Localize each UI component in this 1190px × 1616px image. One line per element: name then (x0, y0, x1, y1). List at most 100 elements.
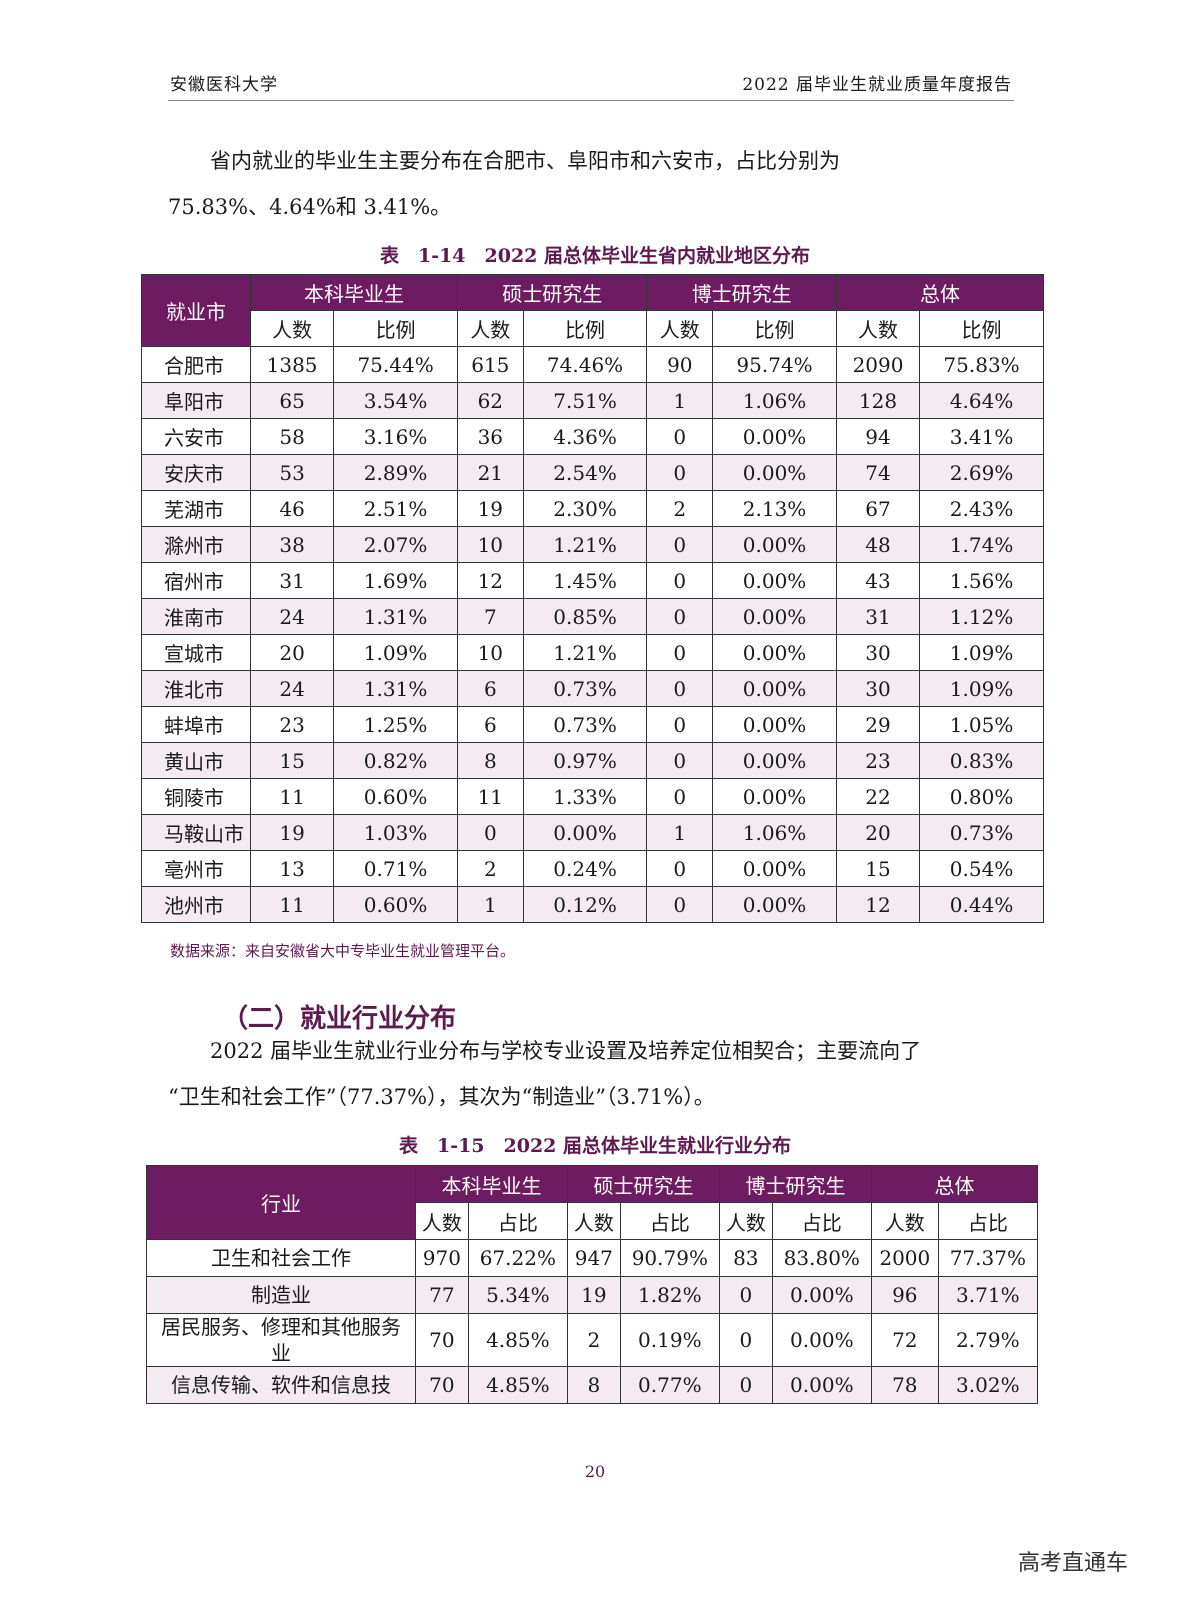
table-cell: 1.05% (919, 706, 1044, 743)
table-cell: 1.74% (919, 526, 1044, 563)
table-cell: 1.12% (919, 598, 1044, 635)
table-cell: 3.16% (333, 418, 458, 455)
table-cell: 0.00% (712, 886, 837, 923)
table-cell: 0.60% (333, 778, 458, 815)
table-cell: 1.06% (712, 382, 837, 419)
table-cell: 15 (249, 742, 335, 779)
table-cell: 29 (835, 706, 921, 743)
table-row: 安庆市 53 2.89% 21 2.54% 0 0.00% 74 2.69% (141, 454, 1044, 491)
row-label: 制造业 (146, 1276, 416, 1314)
table-cell: 0 (646, 562, 714, 599)
table-cell: 1 (456, 886, 524, 923)
table-cell: 1.31% (333, 670, 458, 707)
table-cell: 0.77% (619, 1366, 720, 1404)
table-cell: 0 (718, 1366, 773, 1404)
table-cell: 11 (249, 886, 335, 923)
table-cell: 0.00% (712, 418, 837, 455)
row-label: 六安市 (141, 418, 251, 455)
table-cell: 30 (835, 634, 921, 671)
table-cell: 0 (718, 1313, 773, 1367)
table-cell: 2 (646, 490, 714, 527)
table-cell: 62 (456, 382, 524, 419)
table-row: 淮南市 24 1.31% 7 0.85% 0 0.00% 31 1.12% (141, 598, 1044, 635)
group-header: 总体 (870, 1165, 1039, 1203)
table-cell: 1.31% (333, 598, 458, 635)
paragraph-line: 75.83%、4.64%和 3.41%。 (168, 195, 452, 219)
table-cell: 2.69% (919, 454, 1044, 491)
table-cell: 0 (646, 670, 714, 707)
row-label: 信息传输、软件和信息技 (146, 1366, 416, 1404)
table-cell: 2 (456, 850, 524, 887)
table-cell: 12 (835, 886, 921, 923)
sub-header: 比例 (919, 310, 1044, 347)
row-label: 芜湖市 (141, 490, 251, 527)
table-cell: 615 (456, 346, 524, 383)
table-cell: 5.34% (467, 1276, 568, 1314)
table-row: 淮北市 24 1.31% 6 0.73% 0 0.00% 30 1.09% (141, 670, 1044, 707)
table-row: 制造业 77 5.34% 19 1.82% 0 0.00% 96 3.71% (146, 1276, 1039, 1314)
table-cell: 77.37% (937, 1239, 1039, 1277)
sub-header: 人数 (249, 310, 335, 347)
row-label: 淮北市 (141, 670, 251, 707)
table-cell: 1 (646, 814, 714, 851)
table-row: 宣城市 20 1.09% 10 1.21% 0 0.00% 30 1.09% (141, 634, 1044, 671)
row-label: 安庆市 (141, 454, 251, 491)
table-row: 合肥市 1385 75.44% 615 74.46% 90 95.74% 2090 75.83% (141, 346, 1044, 383)
table-cell: 3.02% (937, 1366, 1039, 1404)
table-row: 六安市 58 3.16% 36 4.36% 0 0.00% 94 3.41% (141, 418, 1044, 455)
table-cell: 0 (646, 598, 714, 635)
table-cell: 0.60% (333, 886, 458, 923)
table-cell: 67.22% (467, 1239, 568, 1277)
table-cell: 0.73% (522, 670, 648, 707)
table-cell: 1385 (249, 346, 335, 383)
sub-header: 人数 (646, 310, 714, 347)
table-cell: 30 (835, 670, 921, 707)
table-cell: 10 (456, 634, 524, 671)
row-label: 马鞍山市 (141, 814, 251, 851)
table-cell: 0.00% (712, 598, 837, 635)
table-cell: 0 (646, 778, 714, 815)
table-cell: 1.09% (919, 634, 1044, 671)
table-cell: 4.85% (467, 1313, 568, 1367)
paragraph-line: 省内就业的毕业生主要分布在合肥市、阜阳市和六安市，占比分别为 (210, 149, 840, 173)
table-cell: 11 (456, 778, 524, 815)
table-cell: 6 (456, 706, 524, 743)
group-header: 本科毕业生 (250, 274, 458, 311)
sub-header: 人数 (415, 1202, 469, 1240)
paragraph-line: “卫生和社会工作”（77.37%），其次为“制造业”（3.71%）。 (168, 1085, 715, 1109)
table-cell: 3.41% (919, 418, 1044, 455)
sub-header: 人数 (566, 1202, 621, 1240)
table-cell: 0.24% (522, 850, 648, 887)
table-cell: 83.80% (771, 1239, 872, 1277)
table-cell: 0.19% (619, 1313, 720, 1367)
table-cell: 23 (835, 742, 921, 779)
table-cell: 1.33% (522, 778, 648, 815)
table-cell: 1.69% (333, 562, 458, 599)
table-cell: 19 (249, 814, 335, 851)
table-cell: 1.45% (522, 562, 648, 599)
table-cell: 2 (566, 1313, 621, 1367)
watermark: 高考直通车 (1017, 1551, 1128, 1576)
city-column-header: 就业市 (141, 274, 251, 347)
table-cell: 74 (835, 454, 921, 491)
data-source-note: 数据来源：来自安徽省大中专毕业生就业管理平台。 (170, 942, 516, 960)
sub-header: 人数 (718, 1202, 773, 1240)
page-number: 20 (584, 1462, 606, 1481)
table-cell: 46 (249, 490, 335, 527)
sub-header: 比例 (522, 310, 648, 347)
header-report-title: 2022 届毕业生就业质量年度报告 (742, 75, 1012, 95)
table-cell: 31 (249, 562, 335, 599)
table-cell: 22 (835, 778, 921, 815)
table-cell: 0.71% (333, 850, 458, 887)
table-cell: 0.54% (919, 850, 1044, 887)
sub-header: 占比 (771, 1202, 872, 1240)
table-cell: 0.00% (771, 1366, 872, 1404)
table-row: 马鞍山市 19 1.03% 0 0.00% 1 1.06% 20 0.73% (141, 814, 1044, 851)
table-cell: 1.03% (333, 814, 458, 851)
sub-header: 人数 (870, 1202, 939, 1240)
sub-header: 占比 (619, 1202, 720, 1240)
group-header: 硕士研究生 (566, 1165, 720, 1203)
table-cell: 6 (456, 670, 524, 707)
table-row: 池州市 11 0.60% 1 0.12% 0 0.00% 12 0.44% (141, 886, 1044, 923)
table-cell: 24 (249, 670, 335, 707)
